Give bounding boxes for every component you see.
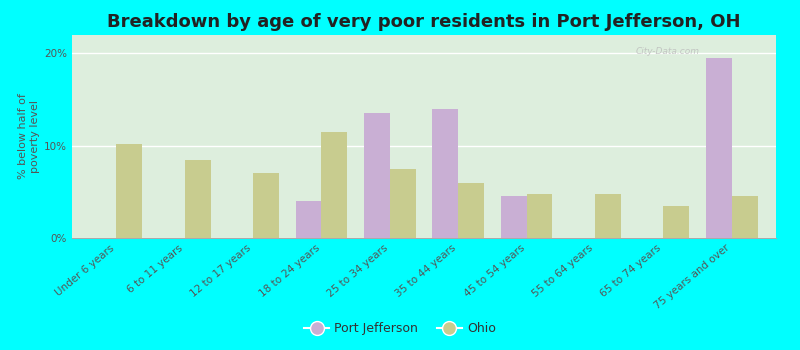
Bar [185, 160, 210, 238]
Legend: Port Jefferson, Ohio: Port Jefferson, Ohio [299, 317, 501, 340]
Bar [295, 201, 322, 238]
Text: City-Data.com: City-Data.com [635, 47, 699, 56]
Bar [322, 132, 347, 238]
Bar [390, 169, 416, 238]
Bar [458, 183, 484, 238]
Bar [117, 144, 142, 238]
Bar [364, 113, 390, 238]
Title: Breakdown by age of very poor residents in Port Jefferson, OH: Breakdown by age of very poor residents … [107, 13, 741, 31]
Y-axis label: % below half of
poverty level: % below half of poverty level [18, 93, 40, 180]
Bar [595, 194, 621, 238]
Bar [253, 173, 279, 238]
Bar [432, 109, 458, 238]
Bar [731, 196, 758, 238]
Bar [706, 58, 731, 238]
Bar [663, 206, 689, 238]
Bar [526, 194, 553, 238]
Bar [501, 196, 526, 238]
